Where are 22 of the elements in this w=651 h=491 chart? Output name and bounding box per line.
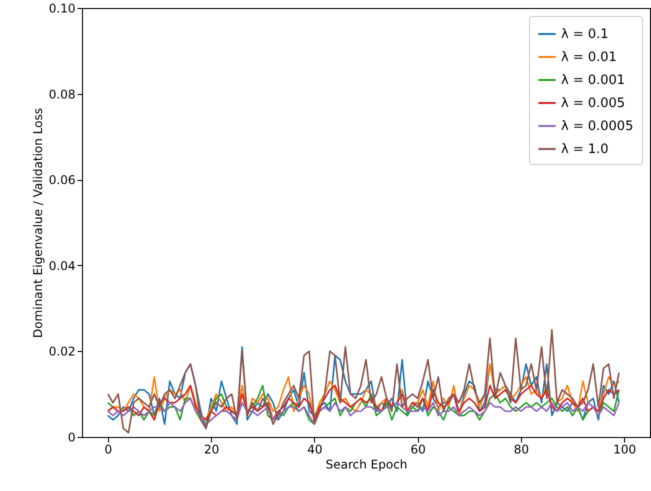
y-tick-label: 0.04 <box>48 258 76 273</box>
y-tick-label: 0 <box>68 430 76 444</box>
legend-label: λ = 0.0005 <box>561 119 634 134</box>
y-tick-label: 0.06 <box>48 173 76 188</box>
legend-label: λ = 0.005 <box>561 96 626 111</box>
x-tick-label: 60 <box>410 442 426 456</box>
y-tick-label: 0.10 <box>48 2 76 16</box>
legend-label: λ = 0.001 <box>561 73 626 88</box>
legend-label: λ = 0.1 <box>561 27 609 42</box>
line-series <box>107 398 620 425</box>
x-tick-label: 80 <box>514 442 530 456</box>
x-axis-title: Search Epoch <box>326 458 408 472</box>
x-tick-label: 40 <box>307 442 323 456</box>
y-axis-title: Dominant Eigenvalue / Validation Loss <box>30 108 45 338</box>
x-tick-label: 100 <box>613 442 636 456</box>
y-tick-label: 0.08 <box>48 87 76 102</box>
line-series <box>107 328 620 434</box>
legend-label: λ = 0.01 <box>561 50 617 65</box>
y-tick-label: 0.02 <box>48 344 76 359</box>
x-tick-label: 20 <box>204 442 220 456</box>
x-tick-label: 0 <box>104 442 112 456</box>
legend-label: λ = 1.0 <box>561 142 609 157</box>
